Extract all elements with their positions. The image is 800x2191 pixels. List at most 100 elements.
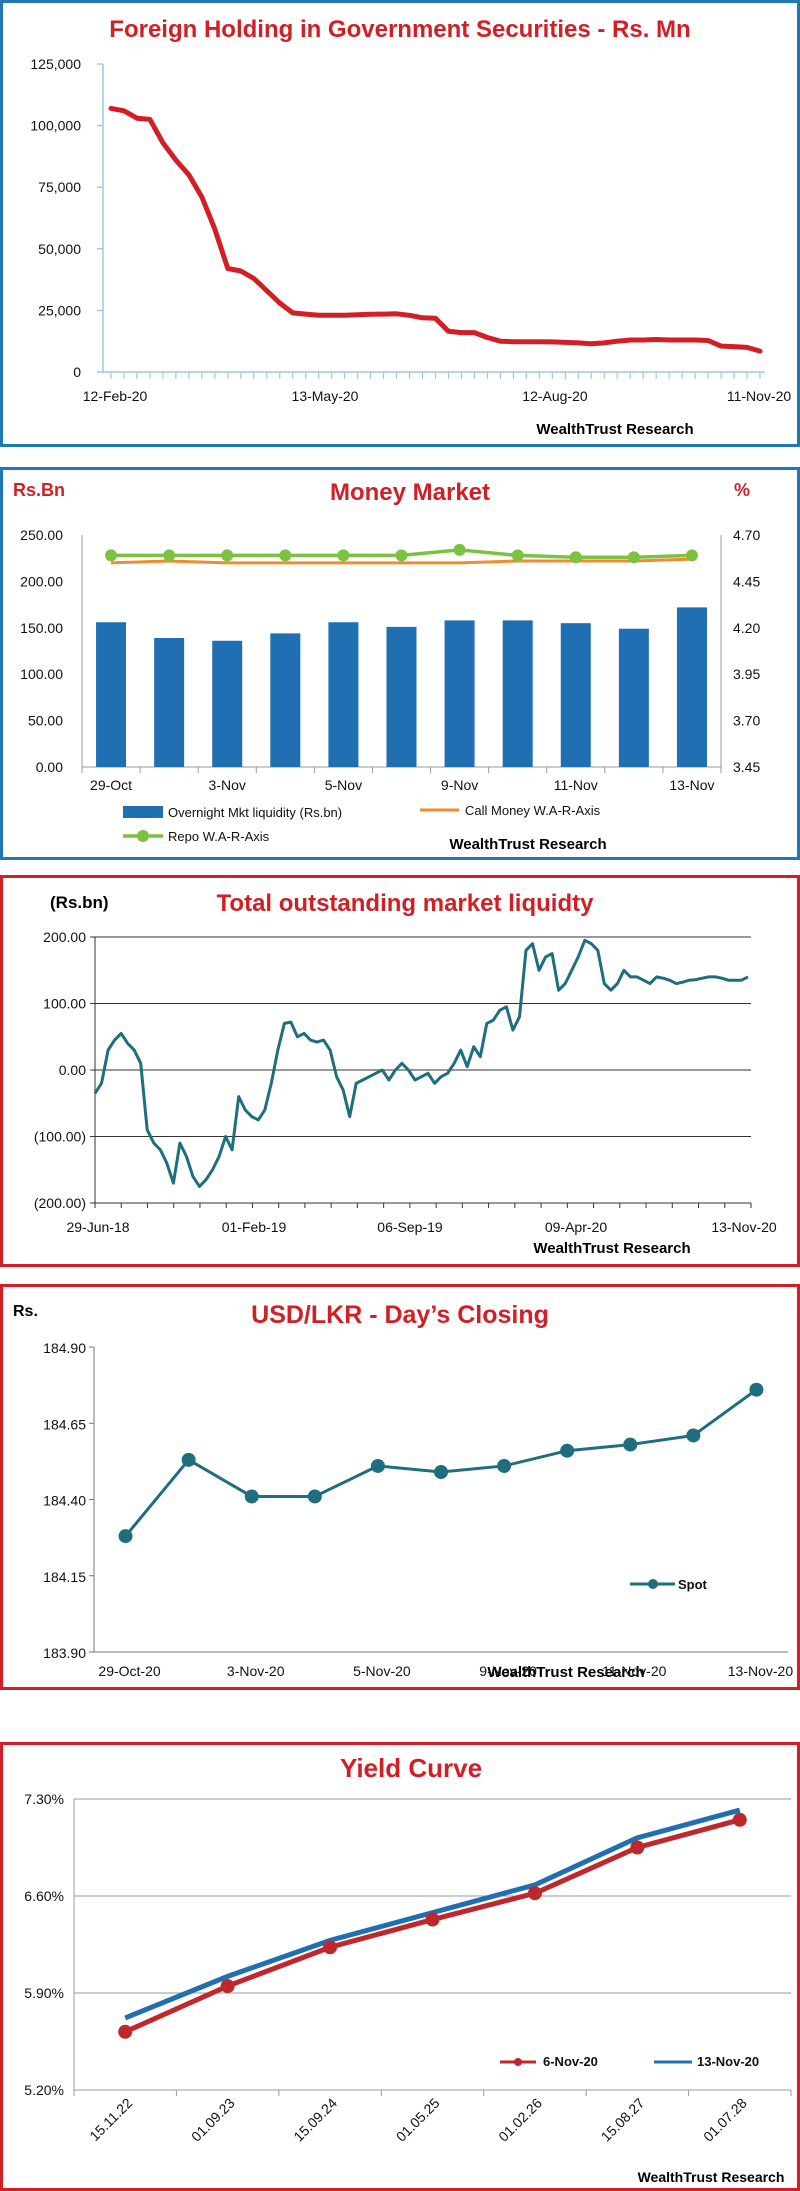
y-tick-label: 5.90% [24, 1985, 64, 2001]
y-tick-label: 0 [73, 364, 81, 380]
spot-point [370, 1458, 385, 1473]
foreign-holding-title: Foreign Holding in Government Securities… [109, 16, 690, 43]
liquidity-unit: (Rs.bn) [50, 893, 109, 912]
liquidity-chart: Total outstanding market liquidty (Rs.bn… [34, 890, 777, 1257]
y2-tick-label: 4.70 [733, 527, 760, 543]
x-tick-label: 13-Nov-20 [728, 1663, 794, 1679]
x-tick-label: 5-Nov-20 [353, 1663, 411, 1679]
liquidity-bar [560, 623, 591, 767]
y2-tick-label: 3.70 [733, 713, 760, 729]
repo-point [279, 549, 292, 562]
liquidity-source: WealthTrust Research [533, 1240, 690, 1257]
x-tick-label: 9-Nov [441, 777, 478, 793]
yield-6nov-point [732, 1812, 747, 1827]
liquidity-bar [386, 626, 417, 767]
usdlkr-unit: Rs. [13, 1303, 38, 1320]
liquidity-bar [328, 622, 359, 767]
spot-point [623, 1437, 638, 1452]
usdlkr-chart: USD/LKR - Day’s Closing Rs. WealthTrust … [13, 1301, 794, 1681]
y-tick-label: (200.00) [34, 1195, 86, 1211]
repo-point [627, 551, 640, 564]
liquidity-bar [212, 640, 243, 767]
y-tick-label: 75,000 [38, 179, 81, 195]
x-tick-label: 5-Nov [325, 777, 362, 793]
y-tick-label: 200.00 [43, 929, 86, 945]
y-tick-label: 0.00 [36, 759, 63, 775]
x-tick-label: 11-Nov-20 [602, 1663, 667, 1679]
foreign-holding-line [108, 105, 763, 354]
y2-tick-label: 3.95 [733, 666, 760, 682]
legend-swatch-liquidity [123, 806, 163, 818]
y-tick-label: 100.00 [20, 666, 63, 682]
y-tick-label: 184.90 [43, 1340, 86, 1356]
spot-point [118, 1529, 133, 1544]
repo-point [337, 549, 350, 562]
liquidity-bar [502, 620, 533, 767]
y-tick-label: 50,000 [38, 241, 81, 257]
x-tick-label: 01.05.25 [393, 2095, 443, 2145]
liquidity-line [93, 938, 749, 1188]
foreign-holding-source: WealthTrust Research [536, 421, 693, 438]
legend-swatch-6nov-point [514, 2058, 522, 2066]
legend-label-13nov: 13-Nov-20 [697, 2054, 759, 2069]
y-tick-label: 184.40 [43, 1493, 86, 1509]
foreign-holding-panel: Foreign Holding in Government Securities… [0, 0, 800, 447]
repo-point [453, 543, 466, 556]
yield-6nov-point [323, 1940, 338, 1955]
money-market-chart: Money Market Rs.Bn % WealthTrust Researc… [13, 479, 760, 853]
x-tick-label: 09-Apr-20 [545, 1219, 607, 1235]
liquidity-title: Total outstanding market liquidty [217, 890, 595, 917]
x-tick-label: 12-Feb-20 [83, 388, 148, 404]
x-tick-label: 13-Nov [669, 777, 714, 793]
y-tick-label: 183.90 [43, 1645, 86, 1661]
legend-swatch-spot-point [648, 1579, 658, 1589]
liquidity-bar [618, 628, 649, 767]
x-tick-label: 01.02.26 [495, 2095, 545, 2145]
x-tick-label: 01-Feb-19 [222, 1219, 287, 1235]
money-market-left-unit: Rs.Bn [13, 480, 65, 500]
y-tick-label: 6.60% [24, 1888, 64, 1904]
money-market-panel: Money Market Rs.Bn % WealthTrust Researc… [0, 467, 800, 860]
liquidity-bar [444, 620, 475, 767]
x-tick-label: 9-Nov-20 [479, 1663, 537, 1679]
y2-tick-label: 4.45 [733, 573, 760, 589]
spot-point [560, 1443, 575, 1458]
yield-curve-chart: Yield Curve WealthTrust Research 5.20% 5.… [24, 1753, 792, 2185]
x-tick-label: 15.08.27 [598, 2095, 648, 2145]
y-tick-label: 7.30% [24, 1791, 64, 1807]
yield-6nov-point [220, 1979, 235, 1994]
money-market-right-unit: % [734, 480, 750, 500]
y-tick-label: 200.00 [20, 573, 63, 589]
y-tick-label: 184.65 [43, 1416, 86, 1432]
spot-point [434, 1465, 448, 1480]
usdlkr-title: USD/LKR - Day’s Closing [251, 1301, 549, 1329]
x-tick-label: 3-Nov-20 [227, 1663, 285, 1679]
x-tick-label: 15.11.22 [86, 2095, 135, 2144]
spot-point [307, 1489, 322, 1504]
spot-point [749, 1382, 764, 1397]
call-money-line [110, 557, 693, 565]
yield-6nov-point [425, 1912, 440, 1927]
money-market-source: WealthTrust Research [449, 836, 606, 853]
y-tick-label: 50.00 [28, 713, 63, 729]
yield-curve-title: Yield Curve [340, 1753, 482, 1783]
repo-point [105, 549, 118, 562]
x-tick-label: 3-Nov [209, 777, 246, 793]
y-tick-label: 250.00 [20, 527, 63, 543]
y-tick-label: 0.00 [59, 1062, 86, 1078]
spot-point [181, 1452, 196, 1467]
y2-tick-label: 4.20 [733, 620, 760, 636]
legend-label-6nov: 6-Nov-20 [543, 2054, 598, 2069]
spot-point [244, 1489, 259, 1504]
x-tick-label: 13-Nov-20 [711, 1219, 777, 1235]
y-tick-label: 125,000 [30, 56, 81, 72]
legend-label-repo: Repo W.A-R-Axis [168, 829, 270, 844]
legend-swatch-repo-point [137, 830, 149, 842]
y2-tick-label: 3.45 [733, 759, 760, 775]
yield-curve-panel: Yield Curve WealthTrust Research 5.20% 5.… [0, 1742, 800, 2191]
yield-6nov-point [527, 1886, 542, 1901]
legend-label-liquidity: Overnight Mkt liquidity (Rs.bn) [168, 805, 342, 820]
x-tick-label: 01.07.28 [700, 2095, 750, 2145]
x-tick-label: 06-Sep-19 [377, 1219, 443, 1235]
spot-point [686, 1428, 701, 1443]
